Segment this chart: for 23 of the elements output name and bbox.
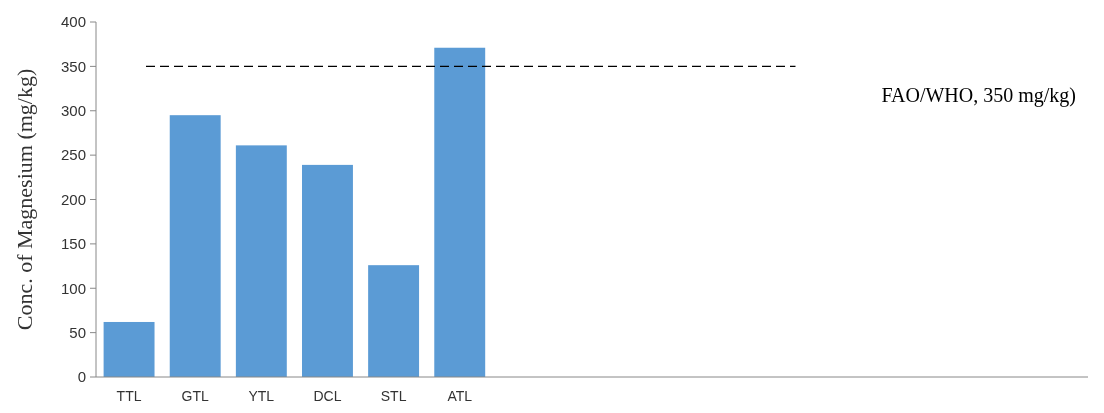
x-tick-label: ATL <box>447 388 473 404</box>
bar <box>302 164 353 377</box>
y-tick-label: 400 <box>60 13 86 31</box>
ref-line-label: FAO/WHO, 350 mg/kg) <box>881 84 1076 108</box>
y-tick-label: 50 <box>69 323 86 341</box>
x-tick-label: TTL <box>116 388 142 404</box>
y-tick-label: 350 <box>60 57 86 75</box>
y-axis-title: Conc. of Magnesium (mg/kg) <box>12 68 37 331</box>
y-tick-label: 250 <box>60 146 86 164</box>
y-tick-label: 100 <box>60 279 86 297</box>
y-tick-label: 0 <box>77 368 86 386</box>
y-tick-label: 200 <box>60 190 86 208</box>
x-tick-label: YTL <box>248 388 275 404</box>
bar <box>169 115 221 377</box>
y-tick-label: 300 <box>60 102 86 119</box>
x-tick-label: DCL <box>313 388 342 404</box>
y-tick-label: 150 <box>60 235 86 253</box>
bar <box>434 47 486 377</box>
bar <box>368 265 420 377</box>
x-tick-label: STL <box>380 388 407 404</box>
bar <box>235 145 287 377</box>
bar <box>103 321 155 377</box>
x-tick-label: GTL <box>181 388 210 404</box>
